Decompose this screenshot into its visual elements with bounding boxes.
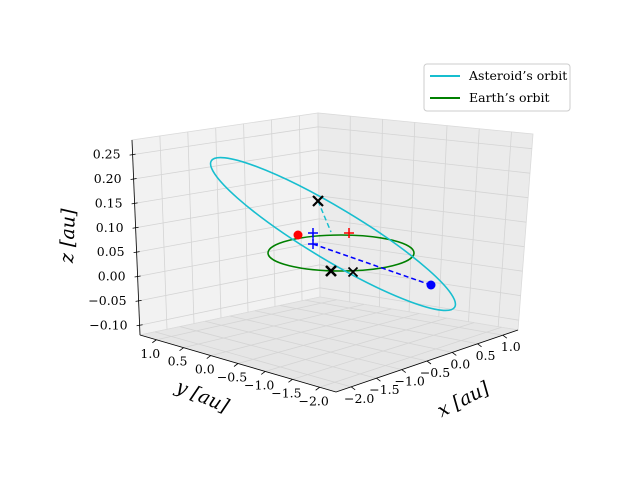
asteroid-position-dot [426, 280, 436, 290]
z-grid-line [137, 241, 523, 277]
back-pane-vgrid [497, 131, 512, 327]
back-pane-vgrid [438, 125, 448, 317]
z-tick-label: 0.10 [96, 220, 124, 235]
z-axis-label: z [au] [56, 208, 80, 265]
left-pane-vgrid [215, 127, 222, 318]
y-grid-line [183, 303, 365, 349]
y-tick-label: 0.0 [195, 362, 215, 377]
z-tick-label: 0.05 [97, 244, 125, 259]
x-tick-label: −1.5 [369, 382, 399, 397]
y-tick [288, 379, 293, 383]
x-axis-line [335, 329, 519, 393]
plot-data [209, 156, 457, 312]
left-pane-vgrid [271, 119, 276, 307]
z-tick-label: −0.10 [89, 317, 127, 332]
earth-orbit-line [267, 234, 415, 272]
x-tick-label: −1.0 [395, 374, 425, 389]
x-tick [426, 360, 432, 365]
z-grid-line [136, 218, 525, 253]
axes: −0.10−0.050.000.050.100.150.200.25−2.0−1… [88, 139, 521, 408]
asteroid-orbit-line [209, 156, 457, 312]
y-tick [179, 347, 184, 351]
x-tick [376, 377, 381, 382]
x-tick [502, 334, 508, 339]
legend-frame [423, 63, 571, 112]
x-marker [347, 266, 359, 278]
y-grid-line [292, 322, 475, 380]
y-grid-line [319, 326, 502, 388]
y-tick-label: −1.5 [271, 385, 301, 400]
earth-position-dot [293, 230, 303, 240]
back-pane-vgrid [468, 128, 480, 322]
y-tick [206, 355, 212, 359]
grid-lines [132, 115, 532, 388]
x-axis-label: x [au] [434, 377, 494, 422]
x-tick-label: −2.0 [344, 391, 374, 406]
legend-label-earth: Earth’s orbit [469, 90, 550, 105]
z-grid-line [134, 172, 529, 204]
y-tick-label: −0.5 [217, 370, 247, 385]
left-pane-vgrid [299, 115, 303, 301]
y-grid-line [237, 313, 420, 364]
earth-asteroid-dashed-line [312, 243, 432, 286]
x-tick [350, 386, 356, 391]
y-tick [233, 363, 239, 367]
z-grid-line [132, 126, 532, 156]
x-tick-label: −0.5 [420, 365, 450, 380]
z-tick-label: 0.25 [93, 147, 121, 162]
y-tick [260, 371, 266, 375]
z-tick-label: −0.05 [88, 293, 126, 308]
y-grid-line [265, 317, 447, 372]
left-pane-vgrid [243, 123, 249, 313]
y-tick-label: 1.0 [140, 346, 160, 361]
y-axis-line [139, 334, 337, 393]
left-pane-vgrid [159, 135, 168, 330]
z-tick-label: 0.20 [94, 171, 122, 186]
x-tick-label: 0.5 [476, 348, 496, 363]
y-tick [152, 339, 157, 344]
back-pane-vgrid [379, 119, 383, 307]
z-axis-line [131, 139, 141, 336]
x-marker [325, 265, 337, 277]
y-tick [315, 386, 320, 391]
z-grid-line [138, 264, 521, 302]
y-grid-line [156, 299, 337, 341]
x-tick-label: 1.0 [501, 339, 521, 354]
asteroid-dashed-line [317, 200, 332, 233]
y-grid-line [210, 308, 392, 356]
y-tick-label: 0.5 [168, 354, 188, 369]
z-grid-line [133, 149, 531, 180]
left-pane-vgrid [187, 131, 195, 324]
y-tick-label: −1.0 [244, 377, 274, 392]
z-tick-label: 0.15 [95, 195, 123, 210]
x-tick-label: 0.0 [450, 356, 470, 371]
legend-label-asteroid: Asteroid’s orbit [468, 68, 567, 83]
y-tick-label: −2.0 [298, 393, 328, 408]
x-tick [452, 352, 457, 356]
legend: Asteroid’s orbit Earth’s orbit [423, 63, 571, 112]
x-tick [401, 369, 406, 373]
x-marker [312, 195, 324, 207]
x-tick [477, 343, 482, 348]
z-tick-label: 0.00 [98, 269, 126, 284]
back-pane-vgrid [408, 122, 416, 312]
